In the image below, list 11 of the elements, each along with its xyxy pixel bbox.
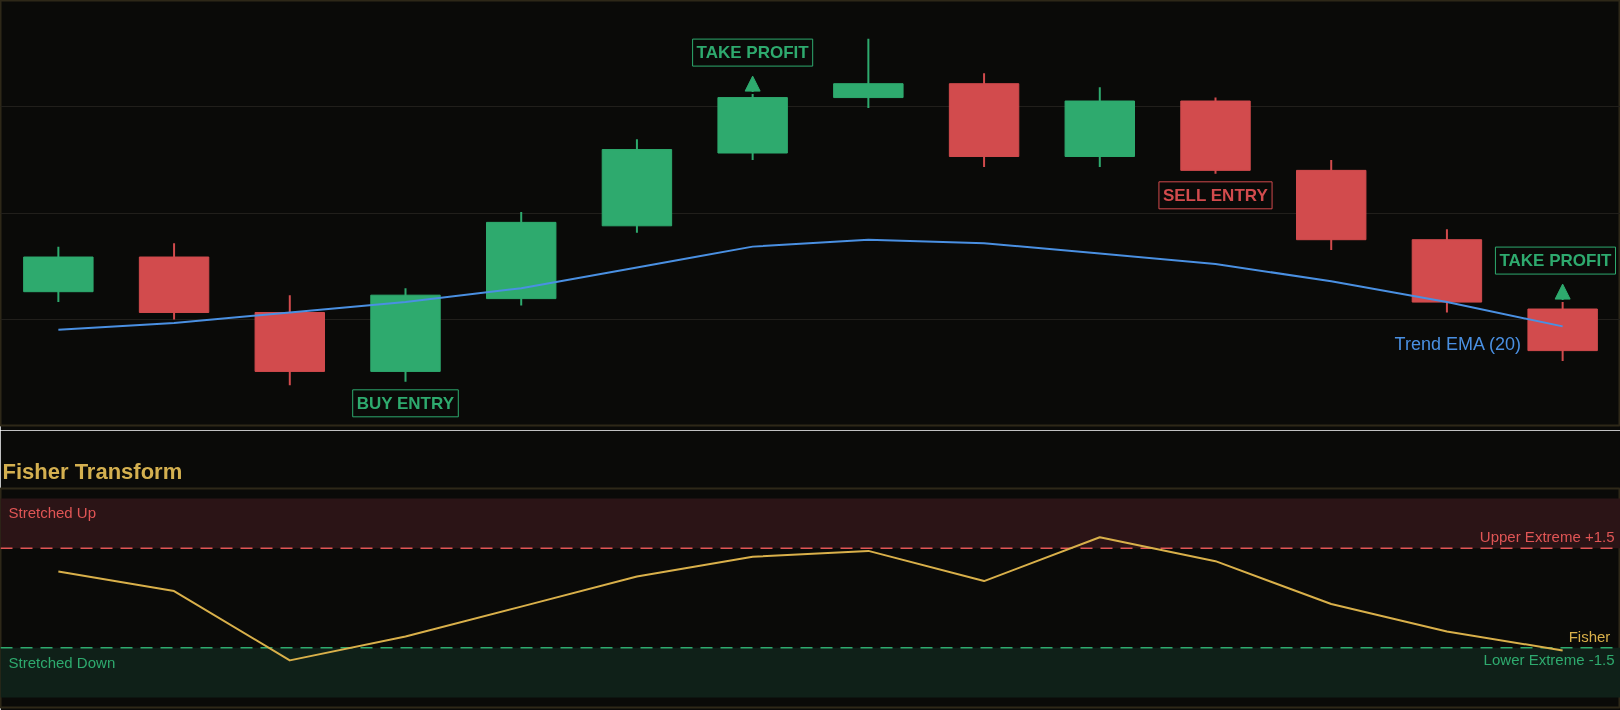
text: BUY ENTRY	[356, 393, 455, 413]
chart-title: Fisher Transform	[2, 458, 183, 484]
ref-line-label: Upper Extreme +1.5	[1479, 528, 1615, 546]
band-label: Stretched Down	[8, 653, 116, 671]
annotation: TAKE PROFIT	[1499, 251, 1613, 271]
series-label: Fisher	[1568, 628, 1611, 646]
annotation: TAKE PROFIT	[696, 43, 810, 63]
ref-line-label: Lower Extreme -1.5	[1483, 650, 1615, 668]
annotation: SELL ENTRY	[1162, 185, 1269, 205]
series-label: Trend EMA (20)	[1394, 334, 1521, 355]
band-label: Stretched Up	[8, 504, 97, 522]
